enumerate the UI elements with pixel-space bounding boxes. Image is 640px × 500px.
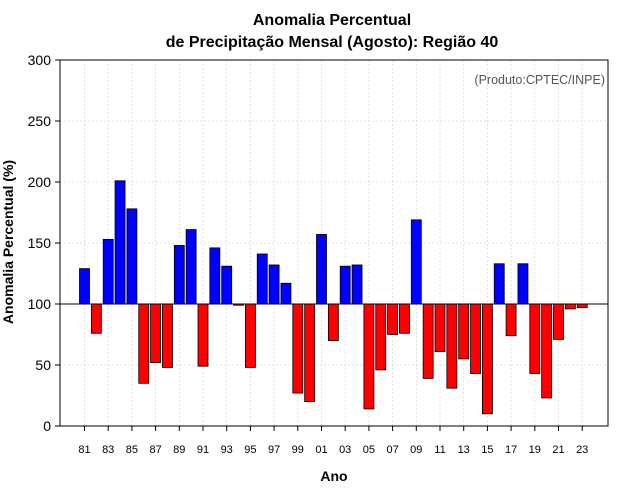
x-tick-label: 01 (315, 444, 327, 456)
bar-1999 (292, 303, 304, 394)
x-tick-label: 05 (363, 444, 375, 456)
bar-2003 (339, 265, 351, 305)
x-tick-label: 03 (339, 444, 351, 456)
bar-2000 (304, 303, 316, 402)
bar-2016 (493, 263, 505, 305)
bar-1983 (102, 238, 114, 305)
x-axis-ticks: 81 83 85 87 89 91 93 95 97 99 01 03 05 07 09 11 13 15 17 19… (78, 426, 588, 456)
x-tick-label: 89 (173, 444, 185, 456)
bar-1995 (244, 303, 256, 368)
y-tick-label: 150 (28, 235, 52, 251)
bar-2021 (553, 303, 564, 340)
bar-2009 (410, 219, 422, 305)
bar-2001 (316, 234, 327, 305)
bar-1993 (221, 265, 233, 305)
x-tick-label: 23 (576, 444, 588, 456)
y-tick-label: 50 (35, 357, 51, 373)
bar-1989 (173, 245, 185, 305)
bar-1996 (256, 253, 268, 305)
x-tick-label: 97 (268, 444, 280, 456)
y-tick-label: 200 (28, 174, 52, 190)
bar-2011 (434, 303, 446, 352)
x-tick-label: 07 (386, 444, 398, 456)
bar-1992 (209, 247, 221, 305)
bar-2023 (576, 303, 588, 309)
bar-1990 (185, 229, 197, 305)
bar-1981 (79, 268, 90, 305)
bar-1986 (138, 303, 150, 384)
bar-2022 (564, 303, 576, 310)
bar-2007 (387, 303, 399, 335)
bar-2017 (505, 303, 517, 337)
bar-2020 (541, 303, 553, 399)
bar-2006 (375, 303, 387, 371)
bar-1991 (197, 303, 209, 367)
bar-1985 (126, 208, 138, 305)
x-tick-label: 09 (410, 444, 422, 456)
x-tick-label: 13 (458, 444, 470, 456)
bar-1988 (162, 303, 173, 368)
x-tick-label: 85 (126, 444, 138, 456)
x-axis-label: Ano (320, 468, 347, 484)
bars-group (79, 180, 588, 415)
bar-2002 (327, 303, 339, 341)
x-tick-label: 87 (149, 444, 161, 456)
bar-2019 (529, 303, 541, 374)
y-axis-label: Anomalia Percentual (%) (0, 160, 16, 324)
bar-2010 (422, 303, 434, 379)
bar-2008 (399, 303, 410, 334)
chart-title-line-2: de Precipitação Mensal (Agosto): Região … (166, 34, 499, 51)
chart-title-line-1: Anomalia Percentual (253, 12, 411, 29)
x-tick-label: 11 (434, 444, 445, 456)
bar-2014 (470, 303, 481, 374)
bar-2005 (363, 303, 375, 410)
source-annotation: (Produto:CPTEC/INPE) (474, 73, 605, 87)
bar-2012 (446, 303, 458, 389)
x-tick-label: 19 (529, 444, 541, 456)
x-tick-label: 93 (221, 444, 233, 456)
bar-2015 (481, 303, 493, 415)
y-tick-label: 0 (43, 418, 51, 434)
x-tick-label: 91 (197, 444, 209, 456)
x-tick-label: 15 (481, 444, 493, 456)
y-tick-label: 100 (28, 296, 52, 312)
bar-1987 (150, 303, 162, 363)
bar-1997 (268, 264, 280, 305)
x-tick-label: 83 (102, 444, 114, 456)
bar-1982 (90, 303, 102, 334)
bar-2004 (351, 264, 363, 305)
bar-2013 (458, 303, 470, 360)
y-tick-label: 300 (28, 52, 52, 68)
bar-1998 (280, 282, 292, 305)
x-tick-label: 95 (244, 444, 256, 456)
y-axis-ticks: 0 50 100 150 200 250 300 (28, 52, 60, 434)
bar-1984 (114, 180, 126, 305)
x-tick-label: 81 (78, 444, 90, 456)
x-tick-label: 21 (552, 444, 564, 456)
y-tick-label: 250 (28, 113, 52, 129)
x-tick-label: 99 (292, 444, 304, 456)
x-tick-label: 17 (505, 444, 517, 456)
bar-2018 (517, 263, 529, 305)
